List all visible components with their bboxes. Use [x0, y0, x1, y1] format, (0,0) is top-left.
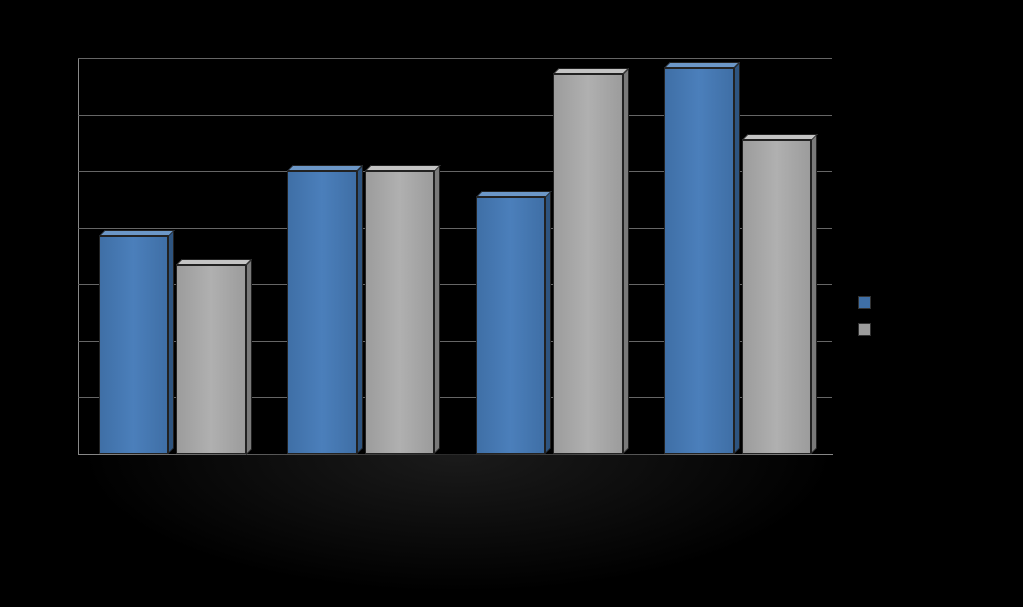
floor-shadow: [78, 454, 838, 594]
legend-swatch-series2: [858, 323, 871, 336]
legend-swatch-series1: [858, 296, 871, 309]
gridline: [78, 58, 832, 59]
legend-item-series2: [858, 323, 879, 336]
bar-series2-g0: [176, 265, 246, 455]
bar-chart: [0, 0, 1023, 607]
bar-series1-g2: [476, 197, 546, 454]
bar-series2-g1: [365, 171, 435, 454]
bar-series1-g0: [99, 236, 169, 454]
legend: [858, 296, 879, 350]
legend-item-series1: [858, 296, 879, 309]
bar-series1-g1: [287, 171, 357, 454]
bar-series2-g2: [553, 74, 623, 454]
bar-series2-g3: [742, 140, 812, 454]
bar-series1-g3: [664, 68, 734, 454]
